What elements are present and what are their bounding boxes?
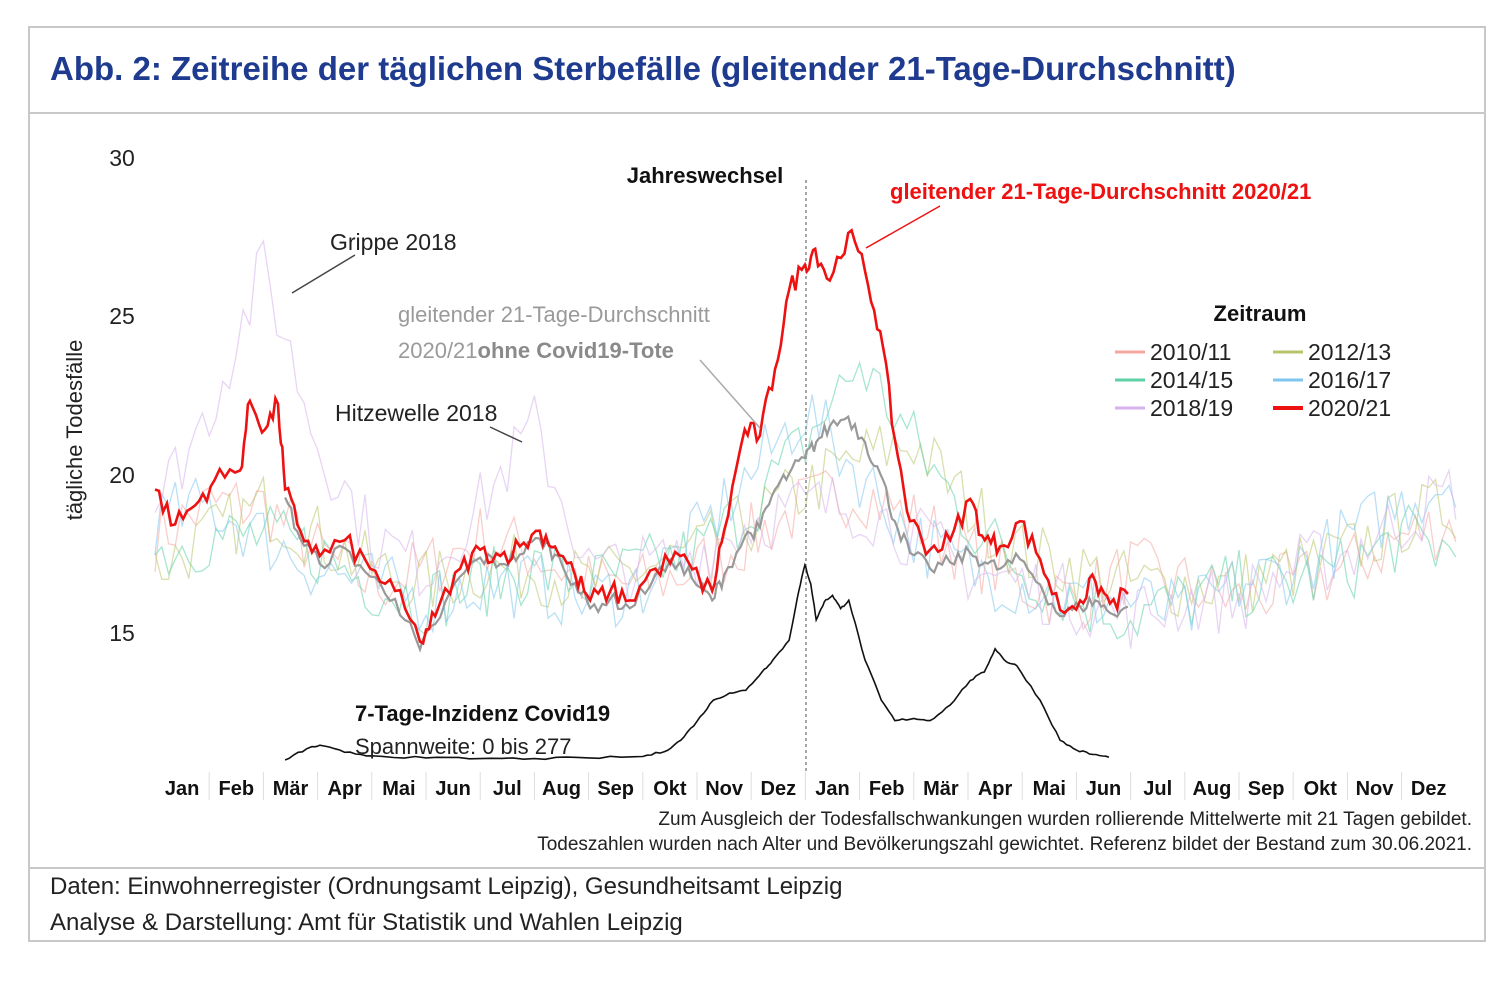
red-leader-line xyxy=(865,205,941,249)
x-tick-label: Mär xyxy=(923,778,959,800)
x-tick-label: Dez xyxy=(1411,778,1447,800)
grey-series-label-suffix: ohne Covid19-Tote xyxy=(478,338,674,363)
x-tick-label: Okt xyxy=(1304,778,1338,800)
note-line-2: Todeszahlen wurden nach Alter und Bevölk… xyxy=(537,834,1472,855)
x-tick-label: Jan xyxy=(165,778,199,800)
legend-label: 2020/21 xyxy=(1308,395,1391,421)
legend-label: 2014/15 xyxy=(1150,367,1233,393)
figure-title: Abb. 2: Zeitreihe der täglichen Sterbefä… xyxy=(50,50,1236,87)
legend-title: Zeitraum xyxy=(1214,301,1307,326)
legend-label: 2012/13 xyxy=(1308,339,1391,365)
x-tick-label: Feb xyxy=(219,778,255,800)
x-tick-label: Aug xyxy=(1192,778,1231,800)
x-tick-label: Dez xyxy=(761,778,797,800)
x-tick-label: Jun xyxy=(435,778,471,800)
legend-label: 2018/19 xyxy=(1150,395,1233,421)
legend: Zeitraum 2010/11 2012/13 2014/15 2016/17 201… xyxy=(1115,301,1391,421)
month-separators xyxy=(208,772,1403,800)
x-tick-label: Okt xyxy=(653,778,687,800)
x-tick-label: Mai xyxy=(1033,778,1066,800)
legend-label: 2016/17 xyxy=(1308,367,1391,393)
heat-annotation: Hitzewelle 2018 xyxy=(335,400,497,426)
x-tick-label: Mai xyxy=(382,778,415,800)
incidence-label: 7-Tage-Inzidenz Covid19 xyxy=(355,701,610,726)
figure-frame xyxy=(28,26,1486,942)
grey-series-label-year: 2020/21 xyxy=(398,338,478,363)
y-axis-label: tägliche Todesfälle xyxy=(62,340,87,521)
note-line-1: Zum Ausgleich der Todesfallschwankungen … xyxy=(658,809,1472,830)
y-tick-label: 30 xyxy=(109,145,135,171)
title-divider xyxy=(28,112,1486,114)
red-series-label: gleitender 21-Tage-Durchschnitt 2020/21 xyxy=(890,179,1311,204)
flu-annotation: Grippe 2018 xyxy=(330,229,457,255)
x-tick-label: Jan xyxy=(815,778,849,800)
x-tick-label: Nov xyxy=(1356,778,1395,800)
series-line-2020-21 xyxy=(154,228,1129,646)
grey-series-label-line1: gleitender 21-Tage-Durchschnitt xyxy=(398,302,710,327)
legend-label: 2010/11 xyxy=(1150,339,1231,365)
heat-leader-line xyxy=(489,426,523,443)
main-series xyxy=(154,228,1129,761)
y-tick-label: 15 xyxy=(109,620,135,646)
y-tick-label: 20 xyxy=(109,462,135,488)
x-tick-label: Aug xyxy=(542,778,581,800)
x-tick-label: Feb xyxy=(869,778,905,800)
x-tick-label: Mär xyxy=(273,778,309,800)
x-tick-label: Sep xyxy=(1248,778,1285,800)
x-tick-label: Jul xyxy=(493,778,522,800)
x-tick-label: Nov xyxy=(705,778,744,800)
grey-series-label-line2: 2020/21ohne Covid19-Tote xyxy=(398,338,674,363)
footer-divider xyxy=(28,867,1486,869)
y-ticks: 30 25 20 15 xyxy=(109,145,135,646)
series-line-incidence xyxy=(284,562,1110,761)
year-change-label: Jahreswechsel xyxy=(627,163,784,188)
x-tick-label: Apr xyxy=(978,778,1013,800)
grey-leader-line xyxy=(699,359,761,429)
x-tick-label: Apr xyxy=(327,778,362,800)
analysis-credit: Analyse & Darstellung: Amt für Statistik… xyxy=(50,909,683,936)
flu-leader-line xyxy=(291,254,356,294)
x-tick-label: Jul xyxy=(1143,778,1172,800)
x-tick-label: Jun xyxy=(1086,778,1122,800)
y-tick-label: 25 xyxy=(109,303,135,329)
data-source: Daten: Einwohnerregister (Ordnungsamt Le… xyxy=(50,873,843,900)
x-tick-labels: Jan Feb Mär Apr Mai Jun Jul Aug Sep Okt Nov Dez Jan F… xyxy=(165,778,1447,800)
x-tick-label: Sep xyxy=(597,778,634,800)
incidence-range-label: Spannweite: 0 bis 277 xyxy=(355,734,572,759)
